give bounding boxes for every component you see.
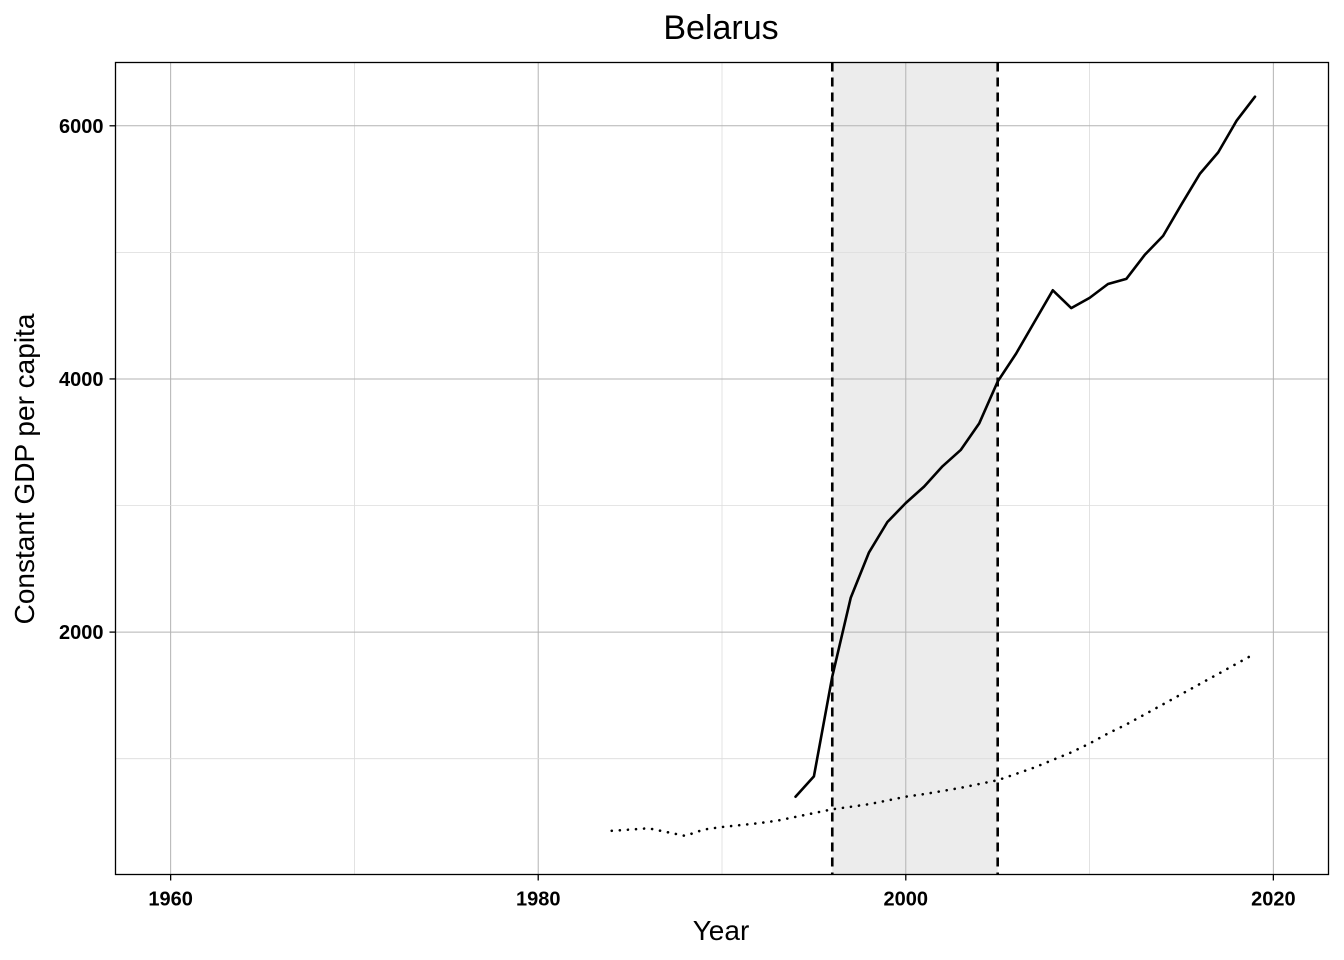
x-tick-label: 2000 (884, 889, 929, 911)
shaded-region (832, 62, 998, 875)
y-tick-label: 6000 (59, 116, 104, 138)
x-axis-title: Year (693, 915, 750, 946)
x-tick-label: 1960 (148, 889, 193, 911)
y-axis-title: Constant GDP per capita (9, 313, 40, 624)
chart-title: Belarus (663, 9, 778, 47)
plot-border (114, 61, 1330, 876)
y-tick-label: 2000 (59, 622, 104, 644)
y-tick-label: 4000 (59, 369, 104, 391)
x-tick-label: 2020 (1251, 889, 1296, 911)
x-tick-label: 1980 (516, 889, 561, 911)
series-line-solid (794, 95, 1257, 798)
